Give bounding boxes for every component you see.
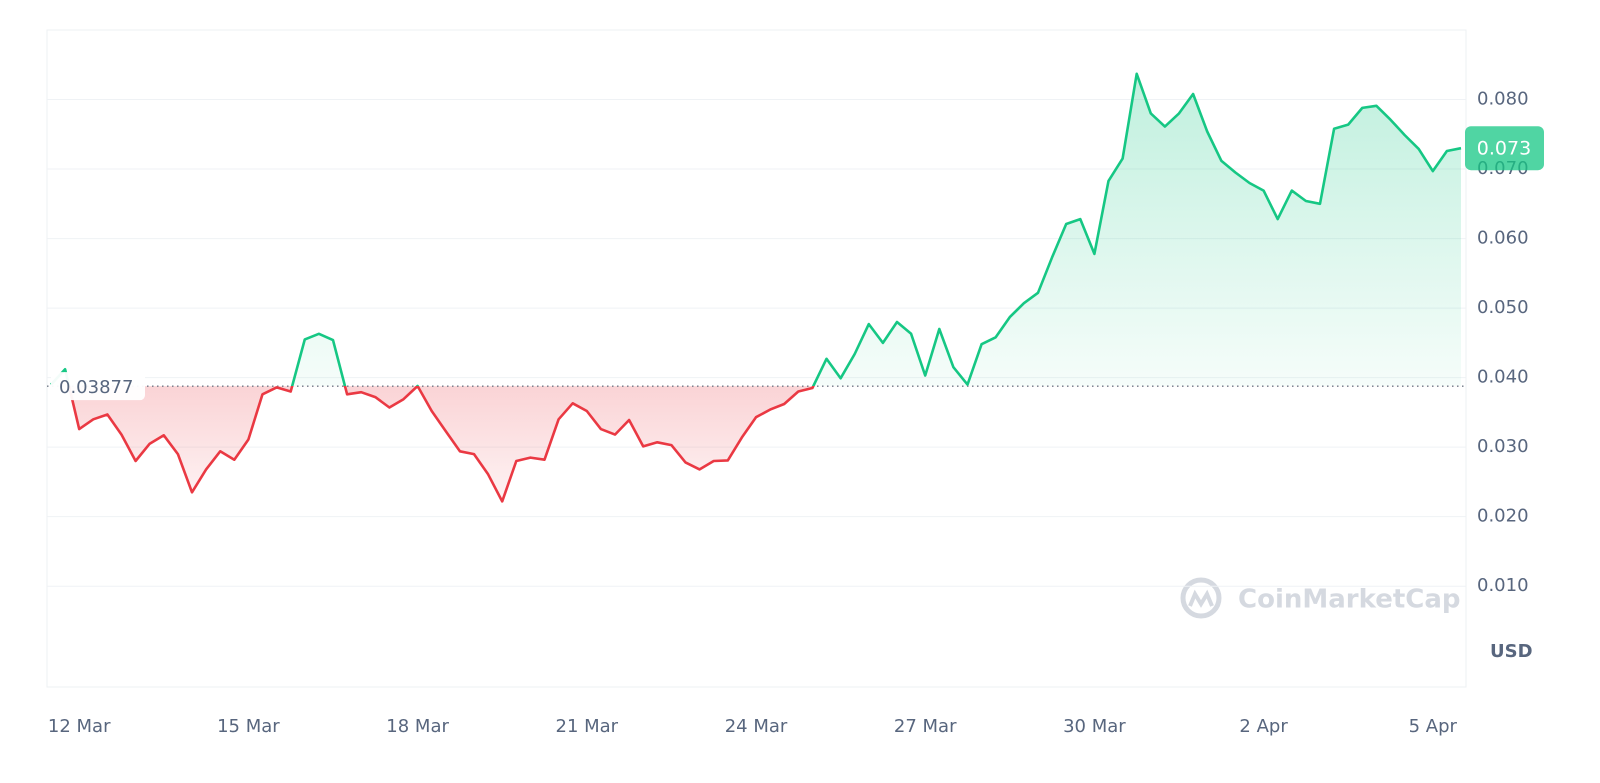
x-tick-label: 27 Mar xyxy=(894,716,957,737)
x-tick-label: 18 Mar xyxy=(386,716,449,737)
y-tick-label: 0.050 xyxy=(1477,297,1529,318)
x-tick-label: 2 Apr xyxy=(1239,716,1288,737)
y-tick-label: 0.080 xyxy=(1477,89,1529,110)
x-tick-label: 5 Apr xyxy=(1409,716,1458,737)
watermark-text: CoinMarketCap xyxy=(1238,585,1461,615)
plot-frame xyxy=(46,29,1467,688)
y-tick-label: 0.040 xyxy=(1477,367,1529,388)
y-tick-label: 0.060 xyxy=(1477,228,1529,249)
x-tick-label: 15 Mar xyxy=(217,716,280,737)
x-tick-label: 24 Mar xyxy=(725,716,788,737)
x-tick-label: 30 Mar xyxy=(1063,716,1126,737)
price-area xyxy=(51,73,1461,502)
y-tick-label: 0.030 xyxy=(1477,436,1529,457)
baseline-label-box xyxy=(51,372,145,401)
y-unit: USD xyxy=(1490,641,1533,662)
x-tick-label: 21 Mar xyxy=(556,716,619,737)
y-tick-label: 0.010 xyxy=(1477,575,1529,596)
x-tick-label: 12 Mar xyxy=(48,716,111,737)
y-tick-label: 0.020 xyxy=(1477,506,1529,527)
last-price-label: 0.073 xyxy=(1477,138,1531,160)
price-line xyxy=(50,72,1462,503)
last-price-badge xyxy=(1465,126,1544,171)
watermark: CoinMarketCap xyxy=(1180,577,1461,619)
baseline-label: 0.03877 xyxy=(59,377,133,398)
